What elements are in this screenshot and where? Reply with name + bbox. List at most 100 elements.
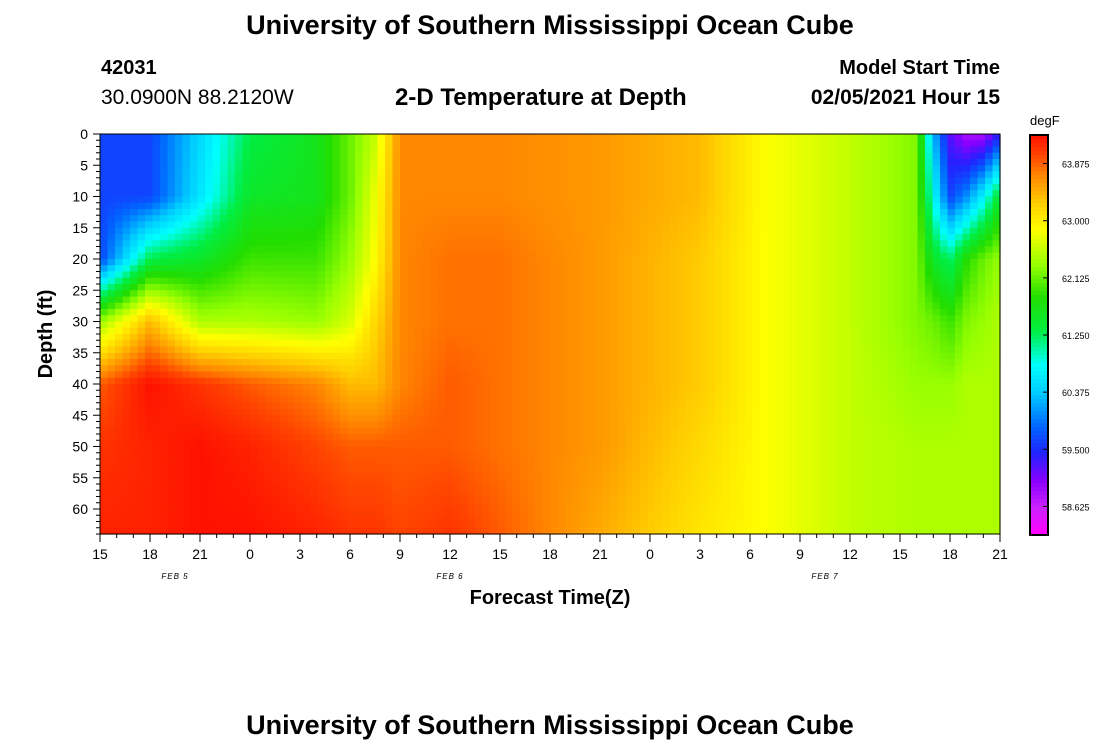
- heatmap-cell: [437, 215, 446, 223]
- heatmap-cell: [677, 465, 686, 473]
- heatmap-cell: [205, 446, 214, 454]
- heatmap-cell: [317, 421, 326, 429]
- heatmap-cell: [677, 390, 686, 398]
- heatmap-cell: [460, 340, 469, 348]
- heatmap-cell: [272, 484, 281, 491]
- heatmap-cell: [542, 334, 551, 341]
- heatmap-cell: [377, 259, 386, 266]
- heatmap-cell: [572, 221, 581, 229]
- heatmap-cell: [145, 384, 154, 391]
- heatmap-cell: [512, 334, 521, 341]
- heatmap-cell: [145, 509, 154, 516]
- heatmap-cell: [415, 440, 424, 448]
- heatmap-cell: [632, 134, 641, 141]
- heatmap-cell: [355, 140, 364, 148]
- heatmap-cell: [632, 190, 641, 198]
- heatmap-cell: [107, 459, 116, 466]
- heatmap-cell: [497, 421, 506, 429]
- heatmap-cell: [167, 246, 176, 254]
- heatmap-cell: [175, 134, 184, 141]
- heatmap-cell: [550, 434, 559, 441]
- heatmap-cell: [677, 496, 686, 504]
- heatmap-cell: [242, 421, 251, 429]
- heatmap-cell: [467, 496, 476, 504]
- heatmap-cell: [295, 152, 304, 160]
- heatmap-cell: [677, 171, 686, 179]
- heatmap-cell: [265, 459, 274, 466]
- heatmap-cell: [557, 440, 566, 448]
- heatmap-cell: [272, 177, 281, 185]
- heatmap-cell: [475, 221, 484, 229]
- heatmap-cell: [370, 327, 379, 335]
- heatmap-cell: [287, 371, 296, 379]
- heatmap-cell: [407, 196, 416, 204]
- heatmap-cell: [460, 409, 469, 416]
- heatmap-cell: [145, 515, 154, 523]
- heatmap-cell: [392, 215, 401, 223]
- heatmap-cell: [287, 427, 296, 435]
- heatmap-cell: [677, 409, 686, 416]
- heatmap-cell: [550, 265, 559, 273]
- heatmap-cell: [580, 446, 589, 454]
- heatmap-cell: [610, 471, 619, 479]
- heatmap-cell: [355, 202, 364, 210]
- heatmap-cell: [535, 315, 544, 323]
- heatmap-cell: [625, 277, 634, 285]
- heatmap-cell: [617, 234, 626, 241]
- heatmap-cell: [325, 365, 334, 373]
- heatmap-cell: [190, 334, 199, 341]
- heatmap-cell: [310, 477, 319, 485]
- heatmap-cell: [310, 527, 319, 535]
- heatmap-cell: [407, 246, 416, 254]
- heatmap-cell: [520, 434, 529, 441]
- heatmap-cell: [625, 434, 634, 441]
- heatmap-cell: [160, 165, 169, 173]
- heatmap-cell: [160, 209, 169, 216]
- heatmap-cell: [595, 196, 604, 204]
- heatmap-cell: [445, 390, 454, 398]
- heatmap-cell: [550, 209, 559, 216]
- heatmap-cell: [272, 184, 281, 191]
- heatmap-cell: [595, 390, 604, 398]
- heatmap-cell: [542, 371, 551, 379]
- heatmap-cell: [325, 359, 334, 366]
- heatmap-cell: [197, 471, 206, 479]
- heatmap-cell: [280, 384, 289, 391]
- heatmap-cell: [565, 365, 574, 373]
- heatmap-cell: [362, 246, 371, 254]
- heatmap-cell: [197, 259, 206, 266]
- heatmap-cell: [100, 240, 109, 248]
- heatmap-cell: [430, 365, 439, 373]
- heatmap-cell: [655, 196, 664, 204]
- heatmap-cell: [505, 152, 514, 160]
- heatmap-cell: [587, 434, 596, 441]
- heatmap-cell: [565, 246, 574, 254]
- heatmap-cell: [475, 509, 484, 516]
- heatmap-cell: [257, 140, 266, 148]
- heatmap-cell: [272, 371, 281, 379]
- heatmap-cell: [647, 459, 656, 466]
- heatmap-cell: [272, 415, 281, 423]
- heatmap-cell: [250, 496, 259, 504]
- heatmap-cell: [497, 284, 506, 291]
- heatmap-cell: [197, 184, 206, 191]
- heatmap-cell: [467, 365, 476, 373]
- heatmap-cell: [610, 227, 619, 235]
- heatmap-cell: [242, 490, 251, 498]
- heatmap-cell: [550, 309, 559, 316]
- heatmap-cell: [542, 271, 551, 279]
- heatmap-cell: [512, 140, 521, 148]
- heatmap-cell: [415, 159, 424, 166]
- heatmap-cell: [325, 452, 334, 460]
- heatmap-cell: [377, 446, 386, 454]
- heatmap-cell: [565, 265, 574, 273]
- heatmap-cell: [445, 502, 454, 510]
- heatmap-cell: [317, 302, 326, 310]
- heatmap-cell: [152, 271, 161, 279]
- heatmap-cell: [190, 209, 199, 216]
- heatmap-cell: [497, 227, 506, 235]
- heatmap-cell: [362, 471, 371, 479]
- heatmap-cell: [557, 196, 566, 204]
- heatmap-cell: [677, 502, 686, 510]
- heatmap-cell: [640, 359, 649, 366]
